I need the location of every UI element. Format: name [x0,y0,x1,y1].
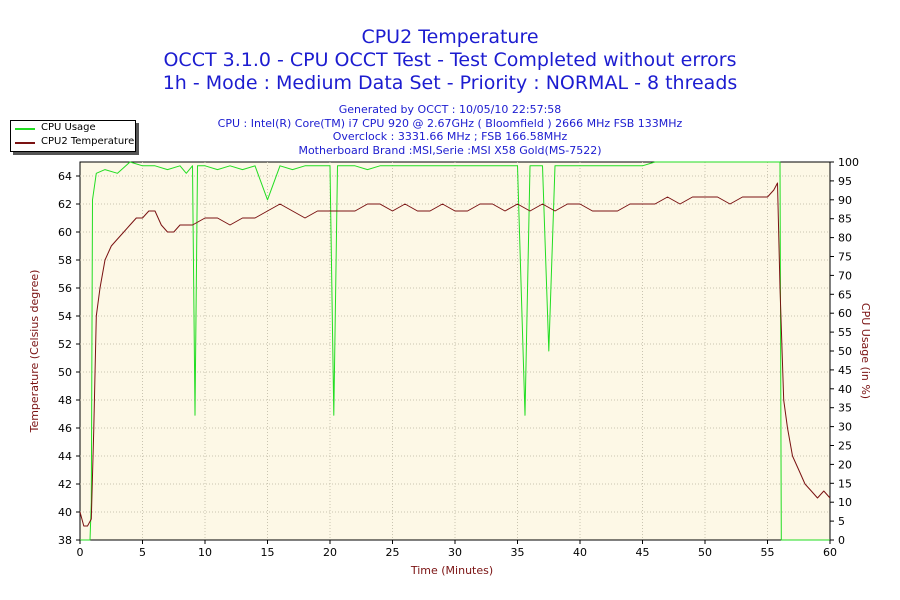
x-tick-label: 55 [761,546,775,559]
y-left-tick-label: 42 [58,478,72,491]
series-line-cpu2-temperature [79,182,831,527]
chart-subtitle-2: 1h - Mode : Medium Data Set - Priority :… [162,72,738,94]
x-tick-label: 50 [698,546,712,559]
y-right-tick-label: 80 [838,232,852,245]
y-left-tick-label: 44 [58,450,72,463]
x-tick-label: 0 [77,546,84,559]
info-overclock: Overclock : 3331.66 MHz ; FSB 166.58MHz [332,130,568,143]
y-right-tick-label: 25 [838,440,852,453]
y-right-tick-label: 20 [838,458,852,471]
y-right-tick-label: 55 [838,326,852,339]
y-left-tick-label: 62 [58,198,72,211]
y-right-tick-label: 10 [838,496,852,509]
x-axis-label: Time (Minutes) [410,564,493,577]
y-left-tick-label: 52 [58,338,72,351]
y-left-tick-label: 54 [58,310,72,323]
x-tick-label: 5 [139,546,146,559]
y-left-tick-label: 58 [58,254,72,267]
legend: CPU Usage CPU2 Temperature [10,120,136,152]
legend-label-cpu-usage: CPU Usage [41,122,96,133]
y-left-tick-label: 40 [58,506,72,519]
y-right-tick-label: 65 [838,288,852,301]
x-tick-label: 15 [261,546,275,559]
y-axis-label-left: Temperature (Celsius degree) [28,270,41,434]
series-line-cpu-usage [80,161,830,541]
y-right-tick-label: 50 [838,345,852,358]
x-tick-label: 40 [573,546,587,559]
y-right-tick-label: 100 [838,156,859,169]
legend-label-cpu2-temperature: CPU2 Temperature [41,136,135,147]
x-tick-label: 10 [198,546,212,559]
chart-subtitle-1: OCCT 3.1.0 - CPU OCCT Test - Test Comple… [163,49,737,71]
chart-title: CPU2 Temperature [361,26,539,48]
grid [80,162,830,540]
y-right-tick-label: 70 [838,269,852,282]
y-right-tick-label: 85 [838,213,852,226]
legend-swatch-cpu2-temperature [15,142,35,144]
y-right-tick-label: 90 [838,194,852,207]
y-right-tick-label: 35 [838,402,852,415]
legend-item-cpu-usage: CPU Usage [15,122,135,135]
info-generated: Generated by OCCT : 10/05/10 22:57:58 [338,103,562,116]
series-layer [79,161,831,541]
x-tick-label: 45 [636,546,650,559]
y-left-tick-label: 56 [58,282,72,295]
y-left-tick-label: 48 [58,394,72,407]
y-left-tick-label: 60 [58,226,72,239]
y-left-tick-label: 46 [58,422,72,435]
y-right-tick-label: 45 [838,364,852,377]
y-right-tick-label: 15 [838,477,852,490]
y-left-tick-label: 64 [58,170,72,183]
axes: 0 5 10 15 20 25 30 35 40 45 50 55 603840424446485052… [58,156,859,559]
y-left-tick-label: 38 [58,534,72,547]
info-cpu: CPU : Intel(R) Core(TM) i7 CPU 920 @ 2.6… [217,116,683,130]
x-tick-label: 60 [823,546,837,559]
legend-item-cpu2-temperature: CPU2 Temperature [15,136,135,149]
y-right-tick-label: 60 [838,307,852,320]
y-right-tick-label: 30 [838,421,852,434]
legend-swatch-cpu-usage [15,128,35,130]
y-right-tick-label: 0 [838,534,845,547]
x-tick-label: 20 [323,546,337,559]
y-right-tick-label: 95 [838,175,852,188]
x-tick-label: 30 [448,546,462,559]
y-axis-label-right: CPU Usage (in %) [859,303,872,399]
y-right-tick-label: 40 [838,383,852,396]
info-motherboard: Motherboard Brand :MSI,Serie :MSI X58 Go… [298,143,602,157]
y-left-tick-label: 50 [58,366,72,379]
y-right-tick-label: 5 [838,515,845,528]
y-right-tick-label: 75 [838,251,852,264]
x-tick-label: 25 [386,546,400,559]
x-tick-label: 35 [511,546,525,559]
